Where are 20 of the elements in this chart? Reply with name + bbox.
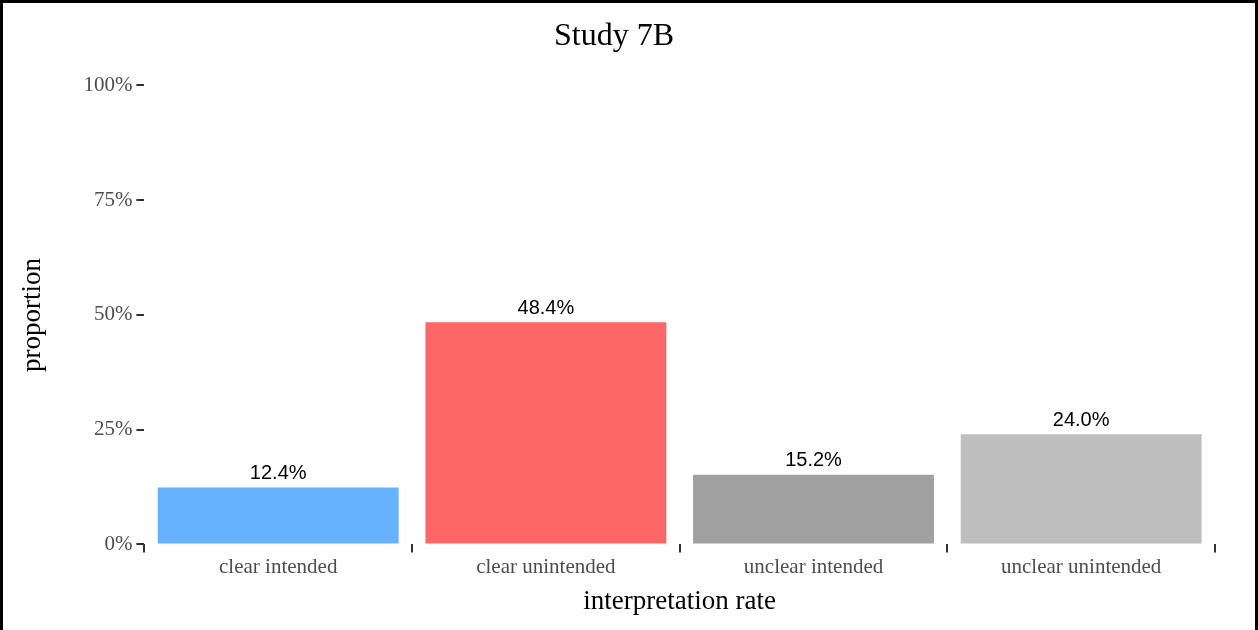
y-axis-title: proportion xyxy=(16,257,47,372)
x-axis-title: interpretation rate xyxy=(583,584,777,615)
y-tick-label: 100% xyxy=(83,71,133,96)
bar xyxy=(425,322,667,544)
y-tick-label: 25% xyxy=(93,416,133,441)
data-label: 24.0% xyxy=(1052,407,1110,430)
x-tick-label: unclear intended xyxy=(743,553,884,578)
x-tick-label: unclear unintended xyxy=(1000,553,1162,578)
y-tick-label: 0% xyxy=(104,530,133,555)
bar xyxy=(693,474,934,544)
y-tick-label: 75% xyxy=(93,186,133,211)
data-label: 15.2% xyxy=(785,448,843,471)
bar xyxy=(960,434,1202,544)
x-tick-label: clear unintended xyxy=(476,553,617,578)
data-label: 12.4% xyxy=(249,461,307,483)
y-tick-label: 50% xyxy=(93,301,133,326)
chart-title: Study 7B xyxy=(553,15,675,52)
x-tick-label: clear intended xyxy=(219,553,338,578)
bar xyxy=(157,487,399,544)
data-label: 48.4% xyxy=(517,295,575,318)
